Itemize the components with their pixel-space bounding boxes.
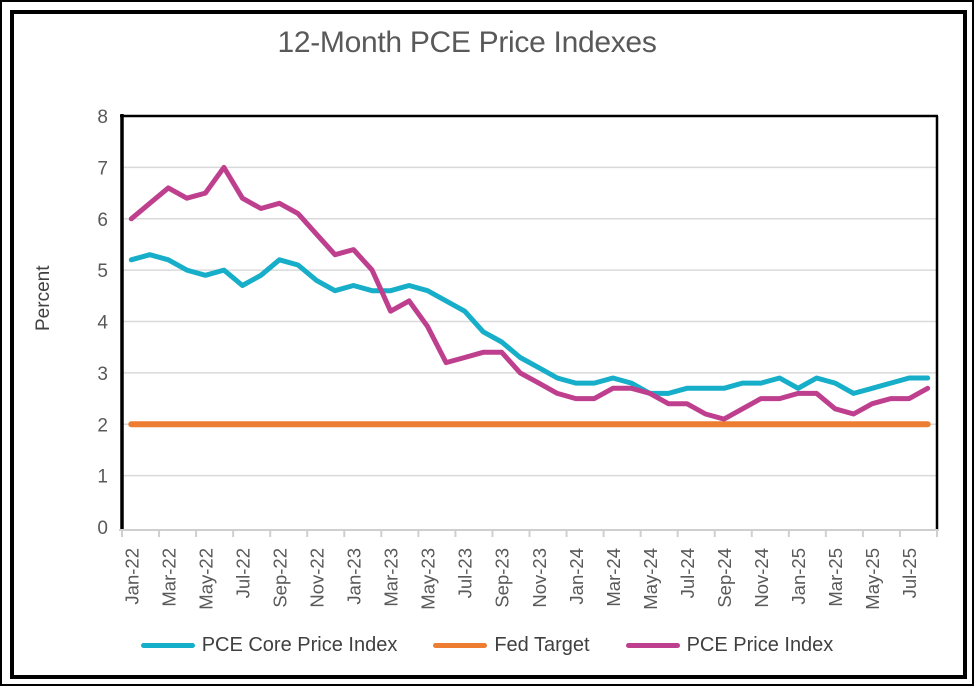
- x-tick-label: Jan-22: [121, 548, 142, 605]
- x-tick-label: Sep-24: [714, 548, 735, 608]
- legend-swatch-icon: [433, 642, 488, 648]
- legend-item: PCE Core Price Index: [140, 633, 398, 657]
- y-tick-label: 0: [97, 518, 108, 539]
- legend-swatch-icon: [140, 642, 195, 648]
- y-tick-label: 5: [97, 261, 108, 282]
- y-tick-label: 2: [97, 415, 108, 436]
- x-tick-label: Sep-23: [492, 548, 513, 608]
- x-tick-label: Nov-24: [751, 548, 772, 608]
- series-line-pce-price-index: [128, 164, 931, 422]
- legend-label: PCE Price Index: [686, 633, 834, 656]
- x-tick-label: Mar-24: [603, 548, 624, 607]
- legend-item: PCE Price Index: [625, 633, 834, 657]
- x-tick-label: Mar-22: [158, 548, 179, 607]
- x-tick-label: Nov-22: [306, 548, 327, 608]
- x-tick-label: Jan-23: [344, 548, 365, 605]
- x-tick-label: Jul-23: [455, 548, 476, 598]
- y-tick-label: 3: [97, 364, 108, 385]
- x-tick-label: May-24: [640, 548, 661, 610]
- x-tick-label: May-23: [418, 548, 439, 610]
- x-tick-label: Jul-24: [677, 548, 698, 598]
- x-tick-label: Jul-22: [232, 548, 253, 598]
- legend-label: Fed Target: [494, 633, 590, 656]
- x-tick-label: Mar-23: [381, 548, 402, 607]
- x-tick-label: Jan-24: [566, 548, 587, 605]
- legend-label: PCE Core Price Index: [201, 633, 398, 656]
- legend-swatch-icon: [625, 642, 680, 648]
- y-tick-label: 1: [97, 467, 108, 488]
- y-tick-label: 4: [97, 313, 108, 334]
- x-tick-label: Nov-23: [529, 548, 550, 608]
- x-tick-label: Mar-25: [825, 548, 846, 607]
- chart-title: 12-Month PCE Price Indexes: [277, 26, 657, 59]
- series-line-pce-core-price-index: [128, 252, 931, 396]
- chart-frame: [10, 10, 967, 679]
- x-tick-label: May-25: [862, 548, 883, 610]
- y-tick-label: 6: [97, 210, 108, 231]
- x-tick-label: Jan-25: [788, 548, 809, 605]
- x-tick-label: Jul-25: [899, 548, 920, 598]
- y-tick-label: 8: [97, 107, 108, 128]
- y-tick-label: 7: [97, 158, 108, 179]
- chart-legend: PCE Core Price Index Fed Target PCE Price …: [2, 622, 972, 668]
- x-tick-label: May-22: [195, 548, 216, 610]
- legend-item: Fed Target: [433, 633, 590, 657]
- x-tick-label: Sep-22: [269, 548, 290, 608]
